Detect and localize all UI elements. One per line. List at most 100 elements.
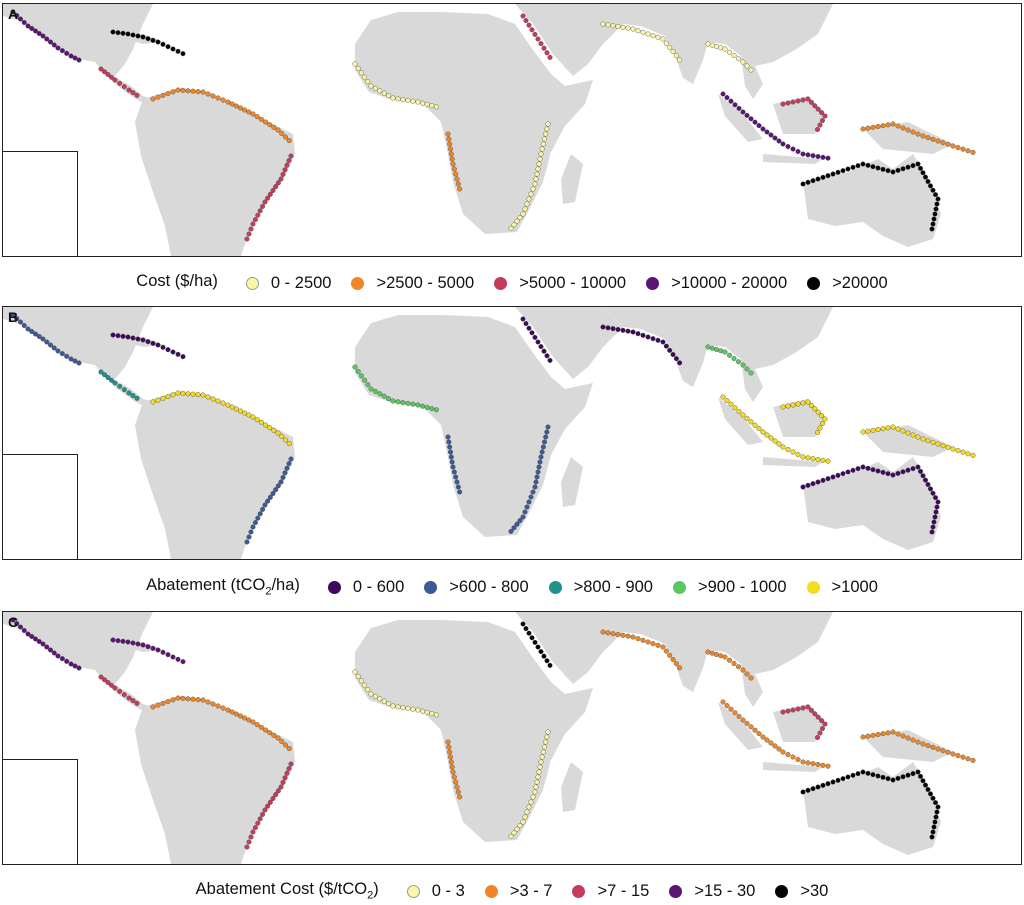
coastal-point xyxy=(790,449,796,455)
coastal-point xyxy=(195,392,201,398)
landmass xyxy=(603,307,833,387)
coastal-point xyxy=(532,334,538,340)
coastal-point xyxy=(365,382,371,388)
coastal-point xyxy=(895,731,901,737)
coastal-point xyxy=(895,470,901,476)
coastal-point xyxy=(540,749,546,755)
coastal-point xyxy=(625,25,631,31)
coastal-point xyxy=(880,731,886,737)
coastal-point xyxy=(453,474,459,480)
coastal-point xyxy=(815,106,821,112)
coastal-point xyxy=(352,669,358,675)
coastal-point xyxy=(900,125,906,131)
coastal-point xyxy=(820,782,826,788)
coastal-point xyxy=(600,324,606,330)
coastal-point xyxy=(36,31,42,37)
coastal-point xyxy=(533,176,539,182)
coastal-point xyxy=(517,518,523,524)
coastal-point xyxy=(785,446,791,452)
coastal-point xyxy=(915,464,921,470)
coastal-point xyxy=(145,339,151,345)
coastal-point xyxy=(448,454,454,460)
coastal-point xyxy=(915,161,921,167)
coastal-point xyxy=(933,800,939,806)
legend-item: >1000 xyxy=(806,578,878,597)
coastal-point xyxy=(795,401,801,407)
coastal-point xyxy=(805,179,811,185)
coastal-point xyxy=(920,436,926,442)
coastal-point xyxy=(760,429,766,435)
map-b xyxy=(3,307,976,559)
coastal-point xyxy=(776,746,782,752)
legend-swatch xyxy=(572,884,586,898)
coastal-point xyxy=(98,66,104,72)
coastal-point xyxy=(955,753,961,759)
coastal-point xyxy=(535,774,541,780)
coastal-point xyxy=(279,433,285,439)
coastal-point xyxy=(282,470,288,476)
coastal-point xyxy=(286,440,292,446)
coastal-point xyxy=(822,416,828,422)
coastal-point xyxy=(450,464,456,470)
coastal-point xyxy=(180,354,186,360)
coastal-point xyxy=(790,754,796,760)
panel-label-c: C xyxy=(8,614,19,630)
coastal-point xyxy=(830,779,836,785)
coastal-point xyxy=(135,336,141,342)
panel-label-a: A xyxy=(8,6,19,22)
coastal-point xyxy=(970,149,976,155)
coastal-point xyxy=(352,364,358,370)
coastal-point xyxy=(14,315,20,321)
coastal-point xyxy=(955,448,961,454)
coastal-point xyxy=(822,721,828,727)
coastal-point xyxy=(543,131,549,137)
coastal-point xyxy=(76,57,82,63)
coastal-point xyxy=(445,739,451,745)
coastal-point xyxy=(372,85,378,91)
coastal-point xyxy=(865,125,871,131)
coastal-point xyxy=(728,98,734,104)
coastal-point xyxy=(709,650,715,656)
coastal-point xyxy=(59,351,65,357)
coastal-point xyxy=(121,387,127,393)
coastal-point xyxy=(135,641,141,647)
coastal-point xyxy=(727,49,733,55)
coastal-point xyxy=(25,326,31,332)
coastal-point xyxy=(776,441,782,447)
coastal-point xyxy=(381,90,387,96)
coastal-point xyxy=(880,166,886,172)
coastal-point xyxy=(748,116,754,122)
coastal-point xyxy=(600,21,606,27)
coastal-point xyxy=(275,788,281,794)
coastal-point xyxy=(121,692,127,698)
coastal-point xyxy=(835,777,841,783)
coastal-point xyxy=(246,231,252,237)
coastal-point xyxy=(215,95,221,101)
coastal-point xyxy=(935,804,941,810)
coastal-point xyxy=(870,124,876,130)
coastal-point xyxy=(170,46,176,52)
coastal-point xyxy=(825,155,831,161)
landmass xyxy=(773,96,825,134)
coastal-point xyxy=(812,711,818,717)
coastal-point xyxy=(817,425,823,431)
coastal-point xyxy=(722,349,728,355)
landmass xyxy=(3,612,153,684)
coastal-point xyxy=(533,479,539,485)
coastal-point xyxy=(112,380,118,386)
coastal-point xyxy=(756,731,762,737)
coastal-point xyxy=(840,168,846,174)
coastal-point xyxy=(780,749,786,755)
coastal-point xyxy=(920,133,926,139)
coastal-point xyxy=(925,481,931,487)
coastal-point xyxy=(280,171,286,177)
coastal-point xyxy=(825,476,831,482)
coastal-point xyxy=(130,32,136,38)
coastal-point xyxy=(68,661,74,667)
coastal-point xyxy=(918,773,924,779)
coastal-point xyxy=(545,729,551,735)
coastal-point xyxy=(538,454,544,460)
coastal-point xyxy=(130,90,136,96)
coastal-point xyxy=(931,216,937,222)
coastal-point xyxy=(720,91,726,97)
